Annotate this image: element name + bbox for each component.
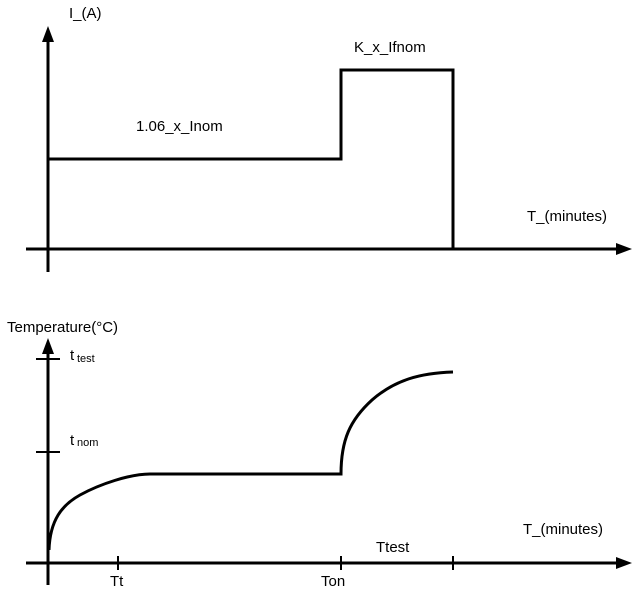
temperature-x-arrowhead [616, 557, 632, 569]
temperature-chart [26, 338, 632, 585]
t-nom-label: t [70, 432, 75, 449]
current-chart [26, 26, 632, 272]
temperature-curve [47, 370, 454, 551]
ttest-label: Ttest [376, 539, 410, 556]
temperature-y-axis-label: Temperature(°C) [7, 319, 119, 336]
current-waveform [48, 68, 455, 249]
current-y-arrowhead [42, 26, 54, 42]
current-x-arrowhead [616, 243, 632, 255]
temperature-y-arrowhead [42, 338, 54, 354]
current-y-axis-label: I_(A) [69, 5, 102, 22]
t-test-label: t [70, 347, 75, 364]
level-high-label: K_x_Ifnom [354, 39, 426, 56]
t-test-subscript: test [77, 353, 95, 365]
ton-tick-label: Ton [321, 573, 346, 590]
temperature-x-axis-label: T_(minutes) [523, 521, 604, 538]
t-nom-subscript: nom [77, 437, 99, 449]
tt-tick-label: Tt [110, 573, 124, 590]
level-low-label: 1.06_x_Inom [136, 118, 223, 135]
current-x-axis-label: T_(minutes) [527, 208, 608, 225]
